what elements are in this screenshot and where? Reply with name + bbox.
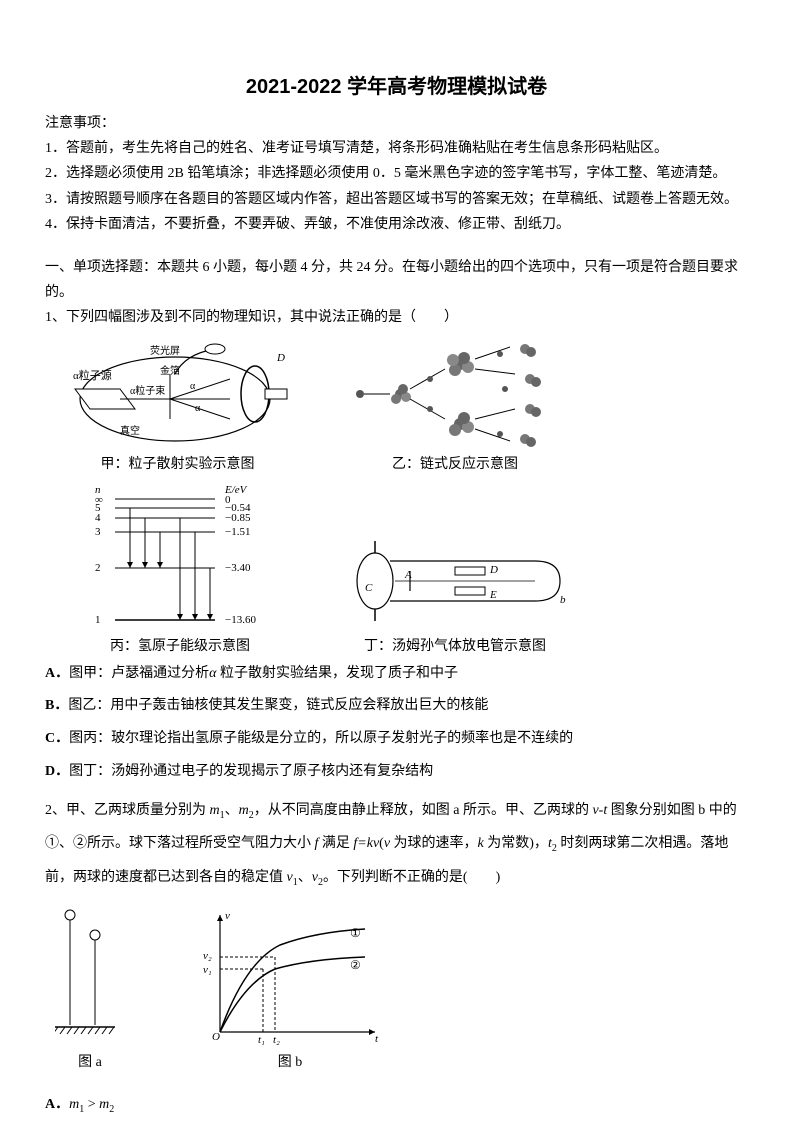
q2-option-a: A．m1 > m2 [45, 1093, 748, 1115]
svg-text:E: E [489, 589, 497, 601]
q2-p8: 为常数)， [484, 836, 548, 851]
q2-m1-sub: 1 [79, 1104, 84, 1115]
svg-text:t₁: t₁ [258, 1034, 265, 1046]
svg-text:真空: 真空 [120, 424, 140, 437]
svg-text:v: v [225, 910, 230, 922]
energy-level-diagram: n E/eV ∞ 0 5−0.54 4−0.85 3−1.51 2−3.40 1… [85, 481, 275, 631]
q1-figure-jia: α粒子源 α粒子束 荧光屏 金箔 α α 真空 D 甲：粒子散射实验示意图 [65, 339, 290, 473]
option-letter-a: A． [45, 666, 69, 681]
q2-p0: 2、甲、乙两球质量分别为 [45, 803, 210, 818]
q2-p10: 的速度都已达到各自的稳定值 [101, 870, 287, 885]
vt-symbol: v-t [592, 803, 607, 818]
notice-heading: 注意事项： [45, 111, 748, 136]
q2-p2: ，从不同高度由静止释放，如图 a 所示。甲、乙两球的 [254, 803, 593, 818]
option-letter-d: D． [45, 764, 69, 779]
q2-m2-sub: 2 [109, 1104, 114, 1115]
alpha-scattering-diagram: α粒子源 α粒子束 荧光屏 金箔 α α 真空 D [65, 339, 290, 449]
notice-line-4: 4．保持卡面清洁，不要折叠，不要弄破、弄皱，不准使用涂改液、修正带、刮纸刀。 [45, 212, 748, 237]
q1-figure-row-2: n E/eV ∞ 0 5−0.54 4−0.85 3−1.51 2−3.40 1… [85, 481, 748, 655]
q1-option-a: A．图甲：卢瑟福通过分析α 粒子散射实验结果，发现了质子和中子 [45, 659, 748, 690]
svg-text:α: α [190, 381, 196, 392]
q1-option-c-text: 图丙：玻尔理论指出氢原子能级是分立的，所以原子发射光子的频率也是不连续的 [69, 731, 573, 746]
discharge-tube-diagram: C A D E b [335, 531, 575, 631]
q1-option-b-text: 图乙：用中子轰击铀核使其发生聚变，链式反应会释放出巨大的核能 [68, 698, 488, 713]
q2-p11: 、 [298, 870, 312, 885]
svg-text:−13.60: −13.60 [225, 614, 256, 626]
chain-reaction-diagram [350, 339, 560, 449]
q1-option-a-text2: 粒子散射实验结果，发现了质子和中子 [216, 666, 458, 681]
q1-caption-yi: 乙：链式反应示意图 [392, 453, 518, 473]
svg-text:−0.85: −0.85 [225, 512, 251, 524]
q2-p7: 为球的速率， [390, 836, 478, 851]
svg-text:b: b [560, 594, 566, 606]
q2-p12: 。下列判断不正确的是( ) [323, 870, 500, 885]
svg-text:2: 2 [95, 562, 101, 574]
option-letter-c: C． [45, 731, 69, 746]
m1-symbol: m [210, 803, 220, 818]
m2-symbol: m [239, 803, 249, 818]
q1-caption-ding: 丁：汤姆孙气体放电管示意图 [364, 635, 546, 655]
notice-line-2: 2．选择题必须使用 2B 铅笔填涂；非选择题必须使用 0．5 毫米黑色字迹的签字… [45, 161, 748, 186]
svg-text:4: 4 [95, 512, 101, 524]
q1-option-b: B．图乙：用中子轰击铀核使其发生聚变，链式反应会释放出巨大的核能 [45, 691, 748, 722]
svg-text:D: D [489, 564, 498, 576]
q2-p1: 、 [225, 803, 239, 818]
notice-line-3: 3．请按照题号顺序在各题目的答题区域内作答，超出答题区域书写的答案无效；在草稿纸… [45, 187, 748, 212]
exam-title: 2021-2022 学年高考物理模拟试卷 [45, 70, 748, 99]
q2-figure-b: O v t v₂ v₁ t₁ t₂ ① ② 图 b [195, 907, 385, 1071]
fkv-symbol: f=kv [353, 836, 379, 851]
svg-text:−1.51: −1.51 [225, 526, 250, 538]
q2-m2: m [99, 1097, 109, 1112]
q1-stem: 1、下列四幅图涉及到不同的物理知识，其中说法正确的是（ ） [45, 305, 748, 330]
q2-p5: 满足 [318, 836, 353, 851]
q1-figure-ding: C A D E b 丁：汤姆孙气体放电管示意图 [335, 531, 575, 655]
q2-m1: m [69, 1097, 79, 1112]
q2-figure-row: 图 a O v t v₂ v₁ t₁ t₂ ① ② 图 b [55, 907, 748, 1071]
svg-text:②: ② [350, 958, 361, 972]
svg-text:α粒子源: α粒子源 [73, 368, 112, 382]
q2-figure-a: 图 a [55, 907, 125, 1071]
svg-text:t₂: t₂ [273, 1034, 280, 1046]
svg-text:C: C [365, 582, 373, 594]
svg-text:v₁: v₁ [203, 964, 212, 976]
section-1-heading: 一、单项选择题：本题共 6 小题，每小题 4 分，共 24 分。在每小题给出的四… [45, 255, 748, 305]
svg-text:荧光屏: 荧光屏 [150, 344, 180, 357]
q1-figure-row-1: α粒子源 α粒子束 荧光屏 金箔 α α 真空 D 甲：粒子散射实验示意图 [65, 339, 748, 473]
svg-text:α: α [195, 403, 201, 414]
svg-text:D: D [276, 352, 285, 364]
drop-diagram [55, 907, 125, 1047]
svg-text:3: 3 [95, 526, 101, 538]
q2-stem: 2、甲、乙两球质量分别为 m1、m2，从不同高度由静止释放，如图 a 所示。甲、… [45, 794, 748, 895]
svg-text:−3.40: −3.40 [225, 562, 251, 574]
svg-text:①: ① [350, 926, 361, 940]
svg-text:1: 1 [95, 614, 101, 626]
notice-line-1: 1．答题前，考生先将自己的姓名、准考证号填写清楚，将条形码准确粘贴在考生信息条形… [45, 136, 748, 161]
q1-figure-bing: n E/eV ∞ 0 5−0.54 4−0.85 3−1.51 2−3.40 1… [85, 481, 275, 655]
vt-graph: O v t v₂ v₁ t₁ t₂ ① ② [195, 907, 385, 1047]
q1-option-d: D．图丁：汤姆孙通过电子的发现揭示了原子核内还有复杂结构 [45, 757, 748, 788]
option-letter-b: B． [45, 698, 68, 713]
q1-caption-bing: 丙：氢原子能级示意图 [110, 635, 250, 655]
q1-figure-yi: 乙：链式反应示意图 [350, 339, 560, 473]
q2-option-letter-a: A． [45, 1097, 69, 1112]
q1-caption-jia: 甲：粒子散射实验示意图 [101, 453, 255, 473]
q2-p4: ②所示。球下落过程所受空气阻力大小 [73, 836, 315, 851]
svg-text:O: O [212, 1031, 220, 1043]
q1-option-a-text1: 图甲：卢瑟福通过分析 [69, 666, 209, 681]
q1-option-c: C．图丙：玻尔理论指出氢原子能级是分立的，所以原子发射光子的频率也是不连续的 [45, 724, 748, 755]
svg-text:α粒子束: α粒子束 [130, 384, 165, 397]
svg-text:A: A [404, 569, 412, 581]
svg-text:v₂: v₂ [203, 950, 212, 962]
q2-caption-b: 图 b [278, 1051, 303, 1071]
q1-option-d-text: 图丁：汤姆孙通过电子的发现揭示了原子核内还有复杂结构 [69, 764, 433, 779]
q2-caption-a: 图 a [78, 1051, 102, 1071]
